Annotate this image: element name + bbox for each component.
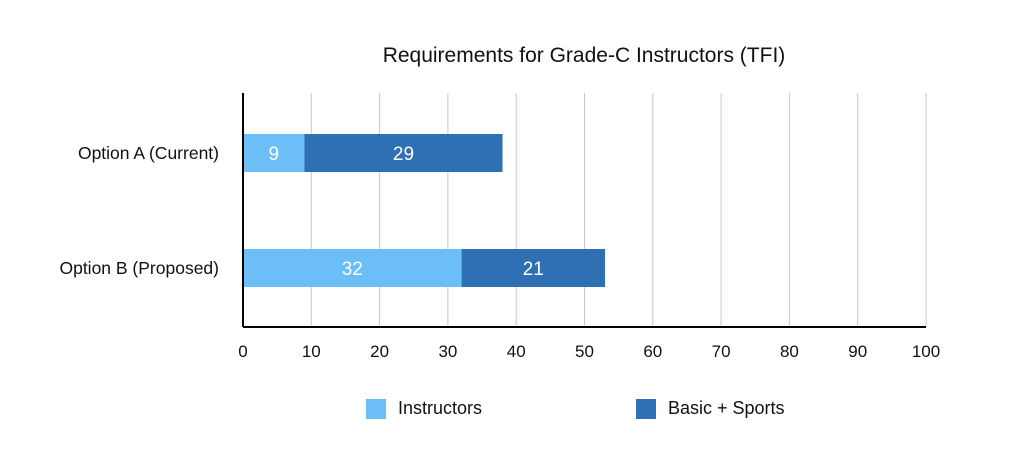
category-labels: Option A (Current) Option B (Proposed) xyxy=(59,143,219,278)
legend-item-basic-sports: Basic + Sports xyxy=(636,398,785,419)
tick-label-10: 10 xyxy=(302,342,321,361)
bars: 9 29 32 21 xyxy=(243,134,605,287)
legend-label-basic-sports: Basic + Sports xyxy=(668,398,785,418)
axes xyxy=(242,93,926,328)
category-label-0: Option A (Current) xyxy=(78,143,219,163)
data-label-1-1: 21 xyxy=(523,259,544,280)
bar-1-0 xyxy=(243,249,462,287)
tick-label-0: 0 xyxy=(238,342,247,361)
tick-label-60: 60 xyxy=(643,342,662,361)
x-tick-labels: 0 10 20 30 40 50 60 70 80 90 100 xyxy=(238,342,940,361)
data-label-0-1: 29 xyxy=(393,144,414,165)
bar-0-1 xyxy=(304,134,503,172)
legend-item-instructors: Instructors xyxy=(366,398,482,419)
tick-label-100: 100 xyxy=(912,342,940,361)
category-label-1: Option B (Proposed) xyxy=(59,258,219,278)
tick-label-70: 70 xyxy=(712,342,731,361)
tick-label-50: 50 xyxy=(575,342,594,361)
gridlines xyxy=(310,93,927,327)
legend-label-instructors: Instructors xyxy=(398,398,483,418)
legend-swatch-instructors xyxy=(366,398,386,419)
bar-1-1 xyxy=(461,249,605,287)
tick-label-40: 40 xyxy=(507,342,526,361)
data-label-0-0: 9 xyxy=(268,144,279,165)
tick-label-20: 20 xyxy=(370,342,389,361)
data-label-1-0: 32 xyxy=(342,259,363,280)
bar-0-0 xyxy=(243,134,305,172)
legend-swatch-basic-sports xyxy=(636,398,656,419)
tick-label-90: 90 xyxy=(848,342,867,361)
tick-label-30: 30 xyxy=(438,342,457,361)
tick-label-80: 80 xyxy=(780,342,799,361)
chart-title: Requirements for Grade-C Instructors (TF… xyxy=(382,44,786,67)
